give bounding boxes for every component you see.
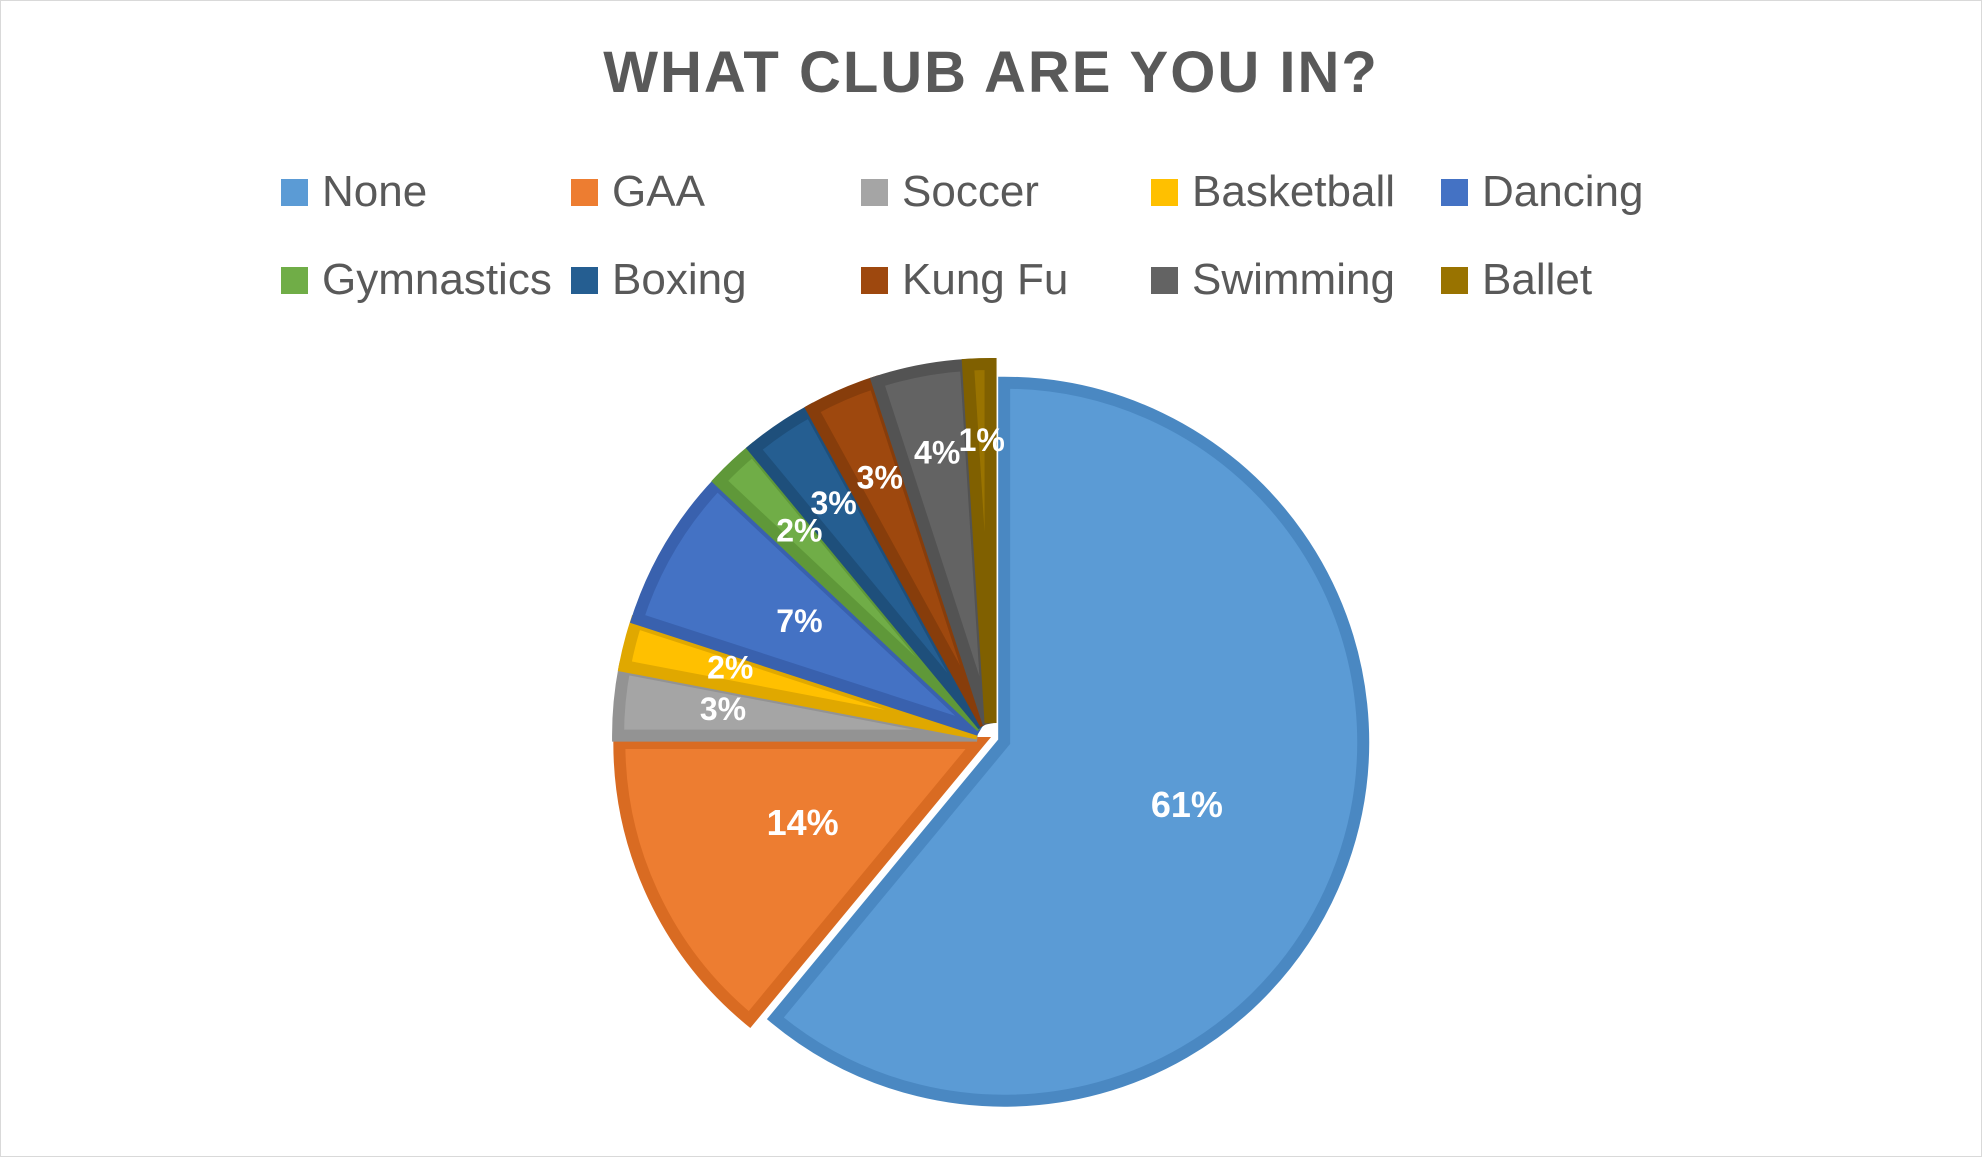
legend-swatch	[1441, 178, 1468, 206]
legend-swatch	[1151, 178, 1178, 206]
legend-swatch	[1151, 266, 1178, 294]
legend-item-basketball: Basketball	[1151, 162, 1395, 222]
data-label-soccer: 3%	[700, 691, 746, 727]
legend-item-dancing: Dancing	[1441, 162, 1643, 222]
legend-swatch	[861, 266, 888, 294]
legend-label: Ballet	[1482, 255, 1593, 304]
legend-swatch	[281, 178, 308, 206]
legend-item-boxing: Boxing	[571, 250, 747, 310]
legend-label: Boxing	[612, 255, 747, 304]
pie-slice-none	[766, 376, 1370, 1107]
legend-item-ballet: Ballet	[1441, 250, 1592, 310]
legend-item-soccer: Soccer	[861, 162, 1039, 222]
legend-item-swimming: Swimming	[1151, 250, 1395, 310]
legend-label: Swimming	[1192, 255, 1395, 304]
legend-item-gymnastics: Gymnastics	[281, 250, 552, 310]
legend-label: Dancing	[1482, 167, 1644, 216]
legend-label: Gymnastics	[322, 255, 552, 304]
pie-slice-gaa	[613, 736, 992, 1029]
legend-swatch	[571, 178, 598, 206]
data-label-dancing: 7%	[776, 603, 822, 639]
data-label-swimming: 4%	[914, 434, 960, 470]
legend-label: Soccer	[902, 167, 1039, 216]
data-label-ballet: 1%	[959, 422, 1005, 458]
data-label-none: 61%	[1151, 784, 1223, 825]
chart-title: WHAT CLUB ARE YOU IN?	[603, 40, 1379, 105]
data-label-gaa: 14%	[767, 802, 839, 843]
legend-label: Kung Fu	[902, 255, 1069, 304]
legend-item-kung-fu: Kung Fu	[861, 250, 1068, 310]
legend-swatch	[281, 266, 308, 294]
legend-item-none: None	[281, 162, 427, 222]
legend-label: None	[322, 167, 428, 216]
pie-slice-dancing	[629, 475, 984, 736]
legend-swatch	[571, 266, 598, 294]
data-label-gymnastics: 2%	[776, 512, 822, 548]
legend-swatch	[1441, 266, 1468, 294]
data-label-boxing: 3%	[810, 485, 856, 521]
data-label-basketball: 2%	[707, 649, 753, 685]
legend-swatch	[861, 178, 888, 206]
legend-label: Basketball	[1192, 167, 1396, 216]
legend-label: GAA	[612, 167, 705, 216]
data-label-kung-fu: 3%	[857, 459, 903, 495]
pie-slice-ballet	[961, 358, 997, 724]
legend-item-gaa: GAA	[571, 162, 705, 222]
